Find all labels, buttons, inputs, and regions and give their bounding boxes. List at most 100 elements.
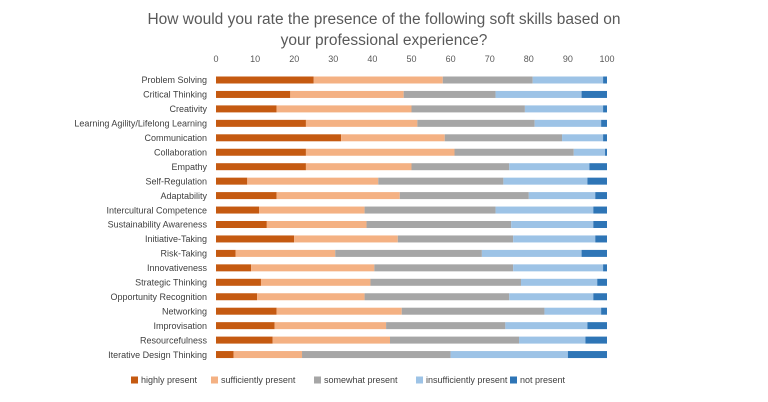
x-tick-label: 10 — [250, 54, 260, 64]
bar-segment — [597, 278, 607, 286]
bar-segment — [216, 206, 260, 214]
bar-segment — [454, 148, 574, 156]
bar-segment — [544, 307, 602, 315]
bar-segment — [216, 105, 277, 113]
x-tick-label: 100 — [599, 54, 614, 64]
category-label: Critical Thinking — [143, 90, 207, 100]
bar-segment — [257, 293, 365, 301]
bar-segment — [528, 192, 596, 200]
bar-segment — [266, 221, 367, 228]
bar-segment — [513, 264, 604, 272]
bar-segment — [603, 105, 607, 113]
category-label: Resourcefulness — [140, 335, 208, 345]
bar-segment — [573, 148, 606, 156]
chart-title-line-2: your professional experience? — [281, 32, 488, 49]
bar-segment — [595, 192, 607, 200]
bar-segment — [305, 119, 418, 127]
legend-swatch — [510, 376, 517, 384]
x-tick-label: 40 — [367, 54, 377, 64]
bar-segment — [294, 235, 398, 243]
bar-segment — [601, 119, 607, 127]
bar-segment — [216, 249, 236, 257]
bar-segment — [505, 322, 588, 330]
bar-segment — [276, 307, 402, 315]
bar-segment — [216, 351, 234, 359]
category-label: Risk-Taking — [160, 249, 207, 259]
legend-label: not present — [520, 375, 566, 385]
bar-segment — [370, 278, 521, 286]
x-tick-label: 30 — [328, 54, 338, 64]
bar-segment — [562, 134, 604, 142]
bar-segment — [313, 76, 443, 84]
legend-label: sufficiently present — [221, 375, 296, 385]
bar-segment — [495, 206, 594, 214]
bar-segment — [216, 235, 295, 243]
legend-swatch — [314, 376, 321, 384]
bar-segment — [216, 307, 277, 315]
bar-segment — [272, 336, 390, 344]
x-axis-ticks: 0 10 20 30 40 50 60 70 80 90 100 — [213, 54, 614, 64]
chart-title-line-1: How would you rate the presence of the f… — [147, 11, 620, 28]
bar-segment — [509, 163, 590, 171]
bar-segment — [216, 293, 258, 301]
bar-segment — [216, 221, 267, 228]
category-label: Iterative Design Thinking — [108, 350, 207, 360]
bar-segment — [233, 351, 303, 359]
bar-segment — [595, 235, 607, 243]
bar-segment — [216, 163, 306, 171]
bar-segment — [335, 249, 482, 257]
bar-segment — [411, 105, 525, 113]
bar-segment — [532, 76, 604, 84]
legend-swatch — [416, 376, 423, 384]
bar-segment — [593, 206, 607, 214]
bar-segment — [495, 90, 582, 98]
bar-segment — [216, 336, 273, 344]
bar-segment — [411, 163, 510, 171]
bar-segment — [341, 134, 445, 142]
bar-segment — [444, 134, 563, 142]
bar-segment — [399, 192, 529, 200]
bar-segment — [511, 221, 594, 228]
bar-segment — [481, 249, 582, 257]
bar-segment — [509, 293, 594, 301]
bar-segment — [216, 119, 306, 127]
bar-segment — [403, 90, 496, 98]
bar-segment — [593, 293, 607, 301]
bars — [216, 76, 607, 359]
bar-segment — [520, 278, 598, 286]
chart-title: How would you rate the presence of the f… — [147, 11, 620, 49]
category-label: Adaptability — [160, 191, 207, 201]
bar-segment — [581, 90, 607, 98]
bar-segment — [364, 206, 496, 214]
bar-segment — [364, 293, 510, 301]
bar-segment — [587, 322, 607, 330]
bar-segment — [302, 351, 451, 359]
category-label: Sustainability Awareness — [108, 220, 208, 230]
bar-segment — [593, 221, 607, 228]
bar-segment — [567, 351, 607, 359]
bar-segment — [386, 322, 506, 330]
bar-segment — [251, 264, 375, 272]
bar-segment — [442, 76, 533, 84]
legend-label: highly present — [141, 375, 198, 385]
category-label: Problem Solving — [141, 75, 207, 85]
bar-segment — [603, 134, 607, 142]
category-label: Empathy — [171, 162, 207, 172]
category-label: Learning Agility/Lifelong Learning — [74, 119, 207, 129]
category-label: Intercultural Competence — [106, 205, 207, 215]
x-tick-label: 50 — [406, 54, 416, 64]
bar-segment — [397, 235, 514, 243]
bar-segment — [216, 264, 252, 272]
bar-segment — [374, 264, 514, 272]
category-label: Strategic Thinking — [135, 278, 207, 288]
bar-segment — [603, 76, 607, 84]
bar-segment — [601, 307, 607, 315]
bar-segment — [524, 105, 604, 113]
bar-segment — [581, 249, 607, 257]
bar-segment — [378, 177, 504, 185]
category-label: Opportunity Recognition — [110, 292, 207, 302]
bar-segment — [513, 235, 596, 243]
bar-segment — [216, 90, 291, 98]
bar-segment — [216, 148, 306, 156]
bar-segment — [305, 148, 455, 156]
